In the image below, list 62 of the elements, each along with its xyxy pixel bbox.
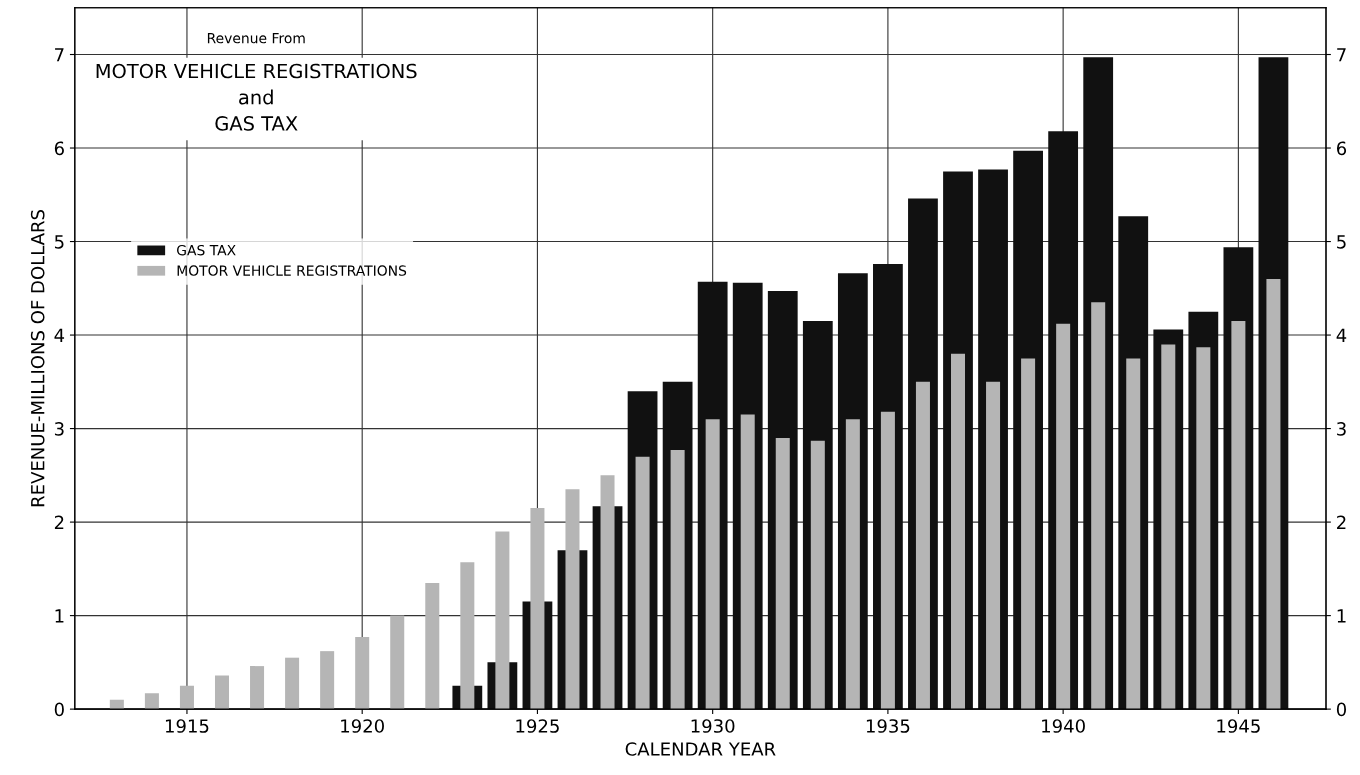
y-tick-label: 7 <box>55 48 64 62</box>
y2-tick-label: 2 <box>1337 515 1346 529</box>
bar <box>495 531 510 710</box>
bar <box>214 675 230 710</box>
bar <box>355 637 370 710</box>
bar <box>810 440 825 710</box>
y2-tick-label: 5 <box>1337 235 1346 249</box>
x-tick-label: 1920 <box>341 719 384 733</box>
bar <box>705 419 720 710</box>
bar <box>986 381 1001 710</box>
bar <box>425 582 440 710</box>
y2-tick-label: 6 <box>1336 141 1347 156</box>
x-tick-label: 1940 <box>1042 719 1085 733</box>
bar <box>1021 358 1036 710</box>
y2-tick-label: 3 <box>1337 422 1346 436</box>
bar <box>1266 278 1281 710</box>
bar <box>460 562 475 710</box>
bar <box>1231 321 1246 710</box>
y2-tick-label: 1 <box>1337 609 1346 623</box>
x-tick-label: 1925 <box>516 719 559 733</box>
bar <box>1056 323 1071 710</box>
y2-tick-label: 4 <box>1336 328 1347 342</box>
bar <box>390 615 405 710</box>
bar <box>845 419 860 710</box>
bar <box>775 437 790 710</box>
bar <box>320 651 335 710</box>
x-tick-label: 1915 <box>165 719 209 733</box>
bar <box>179 685 194 710</box>
x-axis-title: CALENDAR YEAR <box>625 742 776 756</box>
y-tick-label: 2 <box>54 515 64 529</box>
y2-tick-label: 0 <box>1336 702 1347 717</box>
bar <box>1091 302 1106 710</box>
bar <box>565 489 580 710</box>
bar <box>285 657 300 710</box>
text: MOTOR VEHICLE REGISTRATIONS and GAS TAX <box>96 63 417 131</box>
x-tick-label: 1935 <box>866 719 910 733</box>
x-tick-label: 1930 <box>691 719 735 733</box>
bar <box>250 666 265 710</box>
y-tick-label: 6 <box>54 141 64 156</box>
bar <box>740 414 755 710</box>
bar <box>635 456 650 710</box>
bar <box>530 508 545 710</box>
y-tick-label: 0 <box>54 702 64 717</box>
legend-label: GAS TAX <box>177 244 236 256</box>
bar <box>1126 358 1141 710</box>
bar <box>950 353 966 710</box>
bar <box>670 450 685 710</box>
bar <box>600 475 615 710</box>
y-tick-label: 3 <box>54 422 64 436</box>
x-tick-label: 1945 <box>1217 719 1260 733</box>
y-tick-label: 4 <box>54 328 65 342</box>
y-axis-title: REVENUE-MILLIONS OF DOLLARS <box>30 209 45 507</box>
bar <box>880 411 895 710</box>
legend-label: MOTOR VEHICLE REGISTRATIONS <box>177 265 407 276</box>
y-tick-label: 1 <box>55 609 64 623</box>
text: Revenue From <box>207 33 305 44</box>
y-tick-label: 5 <box>54 235 64 249</box>
y2-tick-label: 7 <box>1337 48 1346 62</box>
bar <box>915 381 930 710</box>
bar <box>1196 347 1211 710</box>
bar <box>144 693 159 710</box>
bar <box>1161 344 1176 710</box>
